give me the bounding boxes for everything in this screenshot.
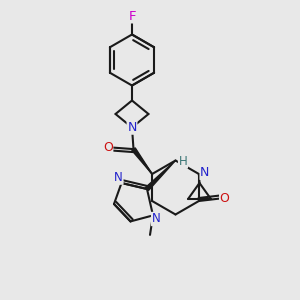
Text: N: N xyxy=(114,171,123,184)
Text: N: N xyxy=(127,121,137,134)
Text: O: O xyxy=(220,192,230,205)
Text: H: H xyxy=(178,155,188,168)
Polygon shape xyxy=(132,148,152,174)
Polygon shape xyxy=(146,160,176,190)
Text: N: N xyxy=(200,166,210,179)
Text: O: O xyxy=(103,141,112,154)
Text: N: N xyxy=(152,212,160,226)
Text: F: F xyxy=(128,10,136,23)
